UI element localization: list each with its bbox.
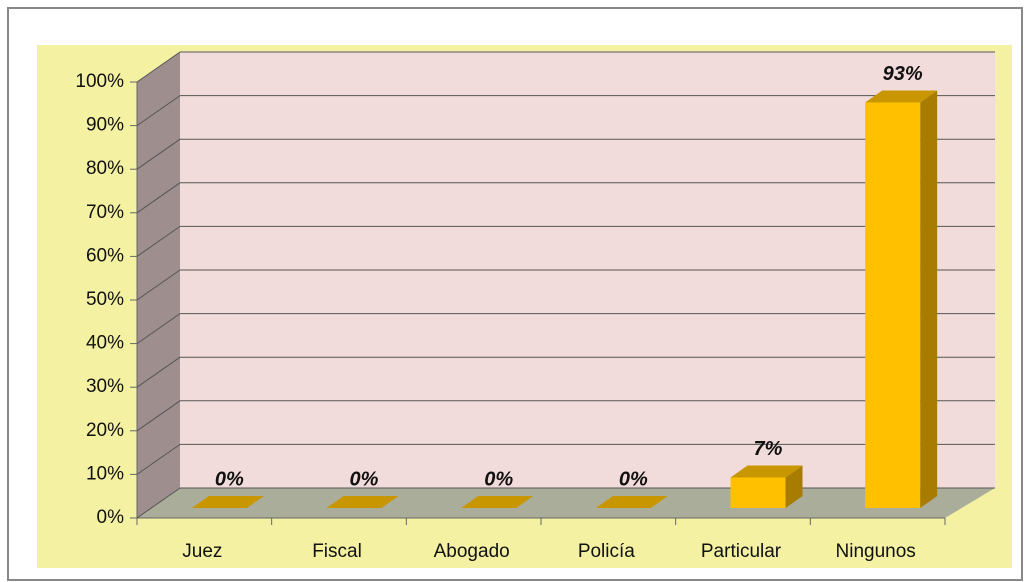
grid-line — [136, 269, 181, 301]
bar-top — [191, 496, 264, 508]
bar-front — [730, 477, 786, 508]
grid-line — [136, 95, 181, 127]
bar-top — [461, 496, 534, 508]
x-tick-label: Ningunos — [836, 541, 916, 562]
y-tick-label: 90% — [86, 115, 124, 136]
value-label: 0% — [350, 468, 379, 490]
bar-front — [865, 102, 921, 509]
grid-line — [136, 487, 181, 519]
x-tick-label: Juez — [182, 541, 222, 562]
y-tick-label: 30% — [86, 376, 124, 397]
value-label: 0% — [484, 468, 513, 490]
grid-line — [136, 356, 181, 388]
bar-side — [920, 90, 938, 509]
bar — [865, 90, 938, 509]
y-tick-label: 50% — [86, 289, 124, 310]
bar — [730, 465, 803, 508]
grid-line — [136, 51, 181, 83]
grid-line — [136, 225, 181, 257]
y-tick-label: 40% — [86, 333, 124, 354]
bar-top — [730, 465, 803, 478]
bar — [326, 496, 399, 508]
grid-line — [136, 138, 181, 170]
bar — [191, 496, 264, 508]
value-label: 93% — [883, 63, 923, 85]
bar-top — [595, 496, 668, 508]
grid-line — [136, 443, 181, 475]
grid-line — [136, 182, 181, 214]
y-tick-label: 0% — [97, 507, 125, 528]
bar-top — [865, 90, 938, 103]
value-label: 0% — [619, 468, 648, 490]
value-label: 7% — [754, 438, 783, 460]
grid-line — [136, 313, 181, 345]
y-tick-label: 20% — [86, 420, 124, 441]
y-tick-label: 100% — [75, 71, 124, 92]
y-tick-label: 10% — [86, 463, 124, 484]
bar — [461, 496, 534, 508]
y-tick-label: 80% — [86, 158, 124, 179]
bar-top — [326, 496, 399, 508]
x-tick-label: Fiscal — [312, 541, 362, 562]
y-tick-label: 70% — [86, 202, 124, 223]
x-tick-label: Policía — [578, 541, 635, 562]
bar — [595, 496, 668, 508]
grid-line — [136, 400, 181, 432]
value-label: 0% — [215, 468, 244, 490]
bar-side — [785, 465, 803, 508]
y-tick-label: 60% — [86, 245, 124, 266]
x-tick-label: Particular — [701, 541, 782, 562]
x-tick-label: Abogado — [434, 541, 510, 562]
